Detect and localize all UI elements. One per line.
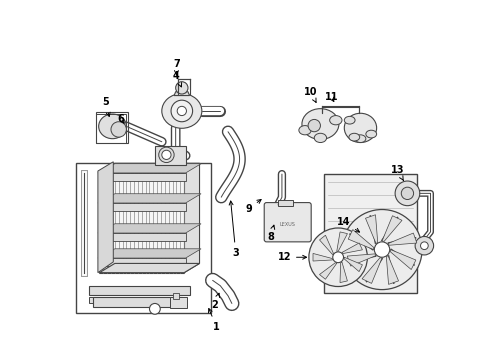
Circle shape	[374, 242, 390, 257]
Polygon shape	[98, 224, 201, 233]
Text: 10: 10	[304, 87, 317, 102]
Circle shape	[308, 120, 320, 132]
Circle shape	[162, 150, 171, 159]
Polygon shape	[344, 257, 363, 271]
FancyBboxPatch shape	[264, 203, 311, 242]
Ellipse shape	[355, 135, 366, 143]
Bar	[89, 286, 190, 295]
Text: 4: 4	[173, 71, 182, 87]
Ellipse shape	[330, 116, 342, 125]
Circle shape	[309, 228, 368, 287]
Polygon shape	[337, 232, 347, 251]
Polygon shape	[319, 263, 337, 279]
Text: 6: 6	[118, 114, 124, 123]
Polygon shape	[313, 253, 333, 261]
Ellipse shape	[344, 116, 355, 124]
Text: 3: 3	[229, 201, 239, 258]
Bar	[98, 203, 186, 211]
Bar	[76, 163, 211, 313]
Polygon shape	[98, 249, 201, 258]
Text: 14: 14	[337, 217, 360, 232]
Text: 11: 11	[324, 92, 338, 102]
Bar	[99, 172, 184, 273]
Polygon shape	[98, 164, 201, 173]
Bar	[278, 200, 294, 206]
Bar	[171, 297, 187, 308]
Circle shape	[420, 242, 428, 249]
Bar	[324, 174, 416, 293]
Polygon shape	[174, 92, 190, 95]
Circle shape	[176, 82, 188, 94]
Text: 8: 8	[267, 225, 275, 242]
Circle shape	[415, 237, 434, 255]
Polygon shape	[386, 256, 398, 284]
Text: 2: 2	[212, 293, 220, 310]
Polygon shape	[362, 258, 382, 283]
Circle shape	[333, 252, 343, 263]
Polygon shape	[348, 230, 374, 249]
Text: 9: 9	[245, 199, 261, 214]
Ellipse shape	[349, 133, 360, 141]
Circle shape	[159, 147, 174, 163]
Text: 5: 5	[102, 98, 110, 116]
Bar	[98, 233, 186, 241]
Polygon shape	[347, 254, 376, 266]
Circle shape	[171, 100, 193, 122]
Polygon shape	[382, 216, 402, 241]
Ellipse shape	[299, 126, 311, 135]
Polygon shape	[340, 262, 347, 283]
Ellipse shape	[344, 113, 377, 143]
Circle shape	[111, 122, 126, 137]
Polygon shape	[155, 145, 186, 165]
Polygon shape	[388, 233, 417, 245]
Bar	[98, 173, 186, 181]
Ellipse shape	[162, 94, 202, 128]
Ellipse shape	[98, 114, 126, 139]
Polygon shape	[390, 249, 416, 270]
Polygon shape	[319, 235, 333, 255]
Bar	[96, 114, 126, 143]
Circle shape	[395, 181, 420, 206]
Polygon shape	[99, 163, 199, 172]
Text: 13: 13	[391, 165, 404, 180]
Polygon shape	[99, 264, 199, 273]
Circle shape	[149, 303, 160, 314]
Circle shape	[342, 210, 422, 289]
Circle shape	[177, 106, 187, 116]
Bar	[172, 293, 179, 299]
Ellipse shape	[314, 133, 327, 143]
Text: 12: 12	[277, 252, 307, 262]
Polygon shape	[98, 194, 201, 203]
Bar	[89, 297, 151, 303]
Polygon shape	[98, 162, 113, 273]
Circle shape	[401, 187, 414, 199]
Text: LEXUS: LEXUS	[279, 222, 295, 227]
Bar	[96, 112, 128, 143]
Polygon shape	[93, 297, 182, 306]
Text: 7: 7	[173, 59, 180, 75]
Ellipse shape	[366, 130, 377, 138]
Polygon shape	[342, 243, 363, 253]
Text: 1: 1	[209, 309, 220, 332]
Bar	[98, 258, 186, 266]
Polygon shape	[366, 215, 378, 244]
Ellipse shape	[302, 109, 339, 139]
Polygon shape	[184, 163, 199, 273]
